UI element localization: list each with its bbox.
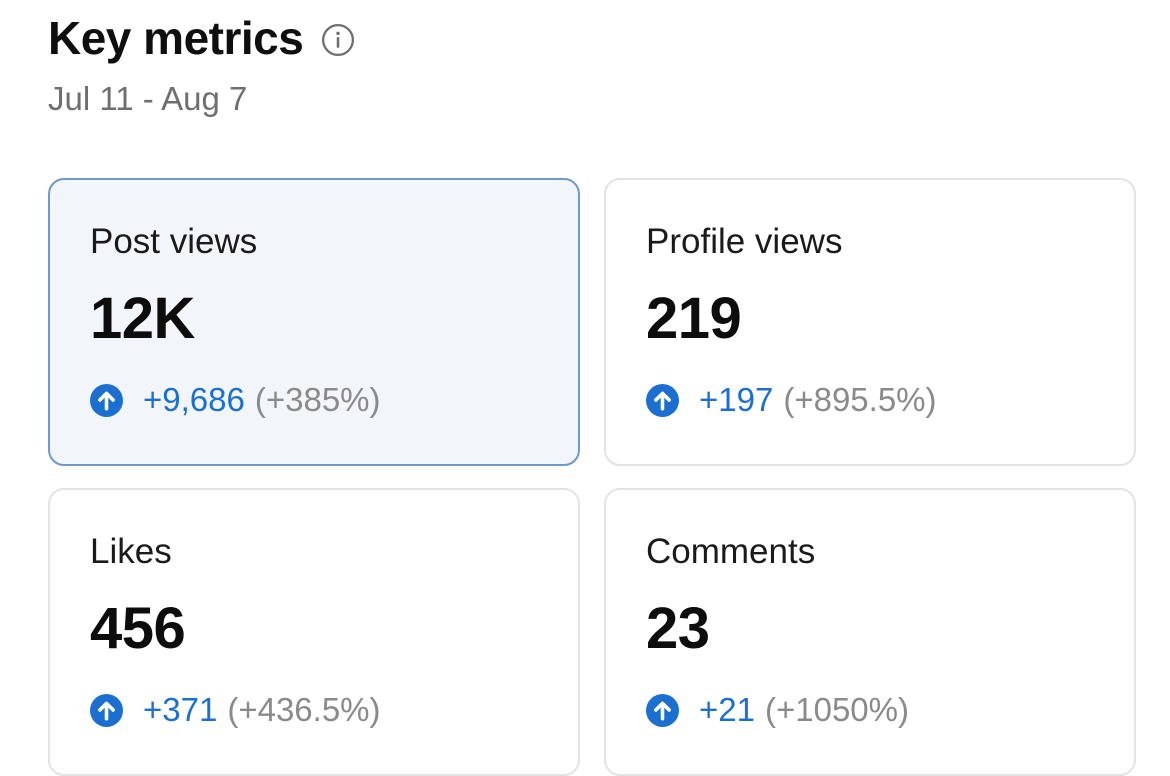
arrow-up-circle-icon — [646, 383, 679, 417]
date-range[interactable]: Jul 11 - Aug 7 — [48, 80, 248, 117]
delta-percent: (+1050%) — [764, 691, 909, 728]
page-title: Key metrics — [48, 12, 304, 64]
metric-label: Post views — [90, 222, 258, 261]
key-metrics-header: Key metrics Jul 11 - Aug 7 — [48, 6, 355, 118]
metric-value: 23 — [646, 596, 710, 661]
delta-percent: (+895.5%) — [783, 381, 937, 418]
delta-absolute: +9,686 — [143, 381, 245, 418]
metric-value: 12K — [90, 286, 195, 351]
metric-label: Comments — [646, 532, 816, 571]
metric-delta: +9,686 (+385%) — [90, 378, 578, 422]
metric-delta: +197 (+895.5%) — [646, 378, 1134, 422]
arrow-up-circle-icon — [646, 693, 679, 727]
title-row: Key metrics — [48, 6, 355, 70]
metrics-grid: Post views 12K +9,686 (+385%) Profile vi… — [48, 178, 1136, 776]
metric-label: Profile views — [646, 222, 843, 261]
delta-absolute: +371 — [143, 691, 218, 728]
arrow-up-circle-icon — [90, 383, 123, 417]
delta-percent: (+385%) — [254, 381, 381, 418]
metric-card-profile-views[interactable]: Profile views 219 +197 (+895.5%) — [604, 178, 1136, 466]
delta-absolute: +197 — [699, 381, 774, 418]
metric-value: 219 — [646, 286, 742, 351]
metric-card-comments[interactable]: Comments 23 +21 (+1050%) — [604, 488, 1136, 776]
metric-card-post-views[interactable]: Post views 12K +9,686 (+385%) — [48, 178, 580, 466]
metric-card-likes[interactable]: Likes 456 +371 (+436.5%) — [48, 488, 580, 776]
delta-absolute: +21 — [699, 691, 755, 728]
metric-delta: +371 (+436.5%) — [90, 688, 578, 732]
info-icon[interactable] — [321, 23, 355, 57]
arrow-up-circle-icon — [90, 693, 123, 727]
metric-value: 456 — [90, 596, 186, 661]
delta-percent: (+436.5%) — [227, 691, 381, 728]
metric-label: Likes — [90, 532, 172, 571]
metric-delta: +21 (+1050%) — [646, 688, 1134, 732]
